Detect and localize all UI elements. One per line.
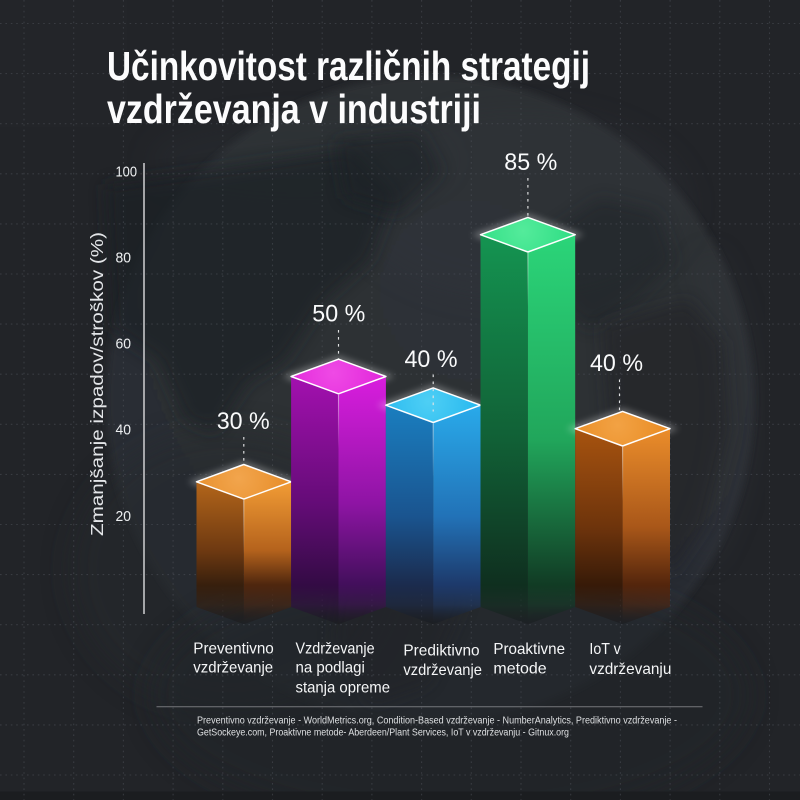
svg-text:40: 40 xyxy=(116,422,132,439)
svg-text:Preventivno vzdrževanje - Worl: Preventivno vzdrževanje - WorldMetrics.o… xyxy=(197,715,677,726)
svg-text:30 %: 30 % xyxy=(217,408,270,435)
svg-text:Preventivno: Preventivno xyxy=(193,641,274,658)
svg-text:stanja opreme: stanja opreme xyxy=(296,680,391,697)
svg-text:Zmanjšanje izpadov/stroškov (%: Zmanjšanje izpadov/stroškov (%) xyxy=(87,232,107,536)
svg-text:vzdrževanje: vzdrževanje xyxy=(403,662,482,679)
svg-text:vzdrževanju: vzdrževanju xyxy=(589,661,671,678)
svg-text:40 %: 40 % xyxy=(590,350,643,377)
svg-text:Proaktivne: Proaktivne xyxy=(493,641,565,658)
svg-text:Učinkovitost različnih strateg: Učinkovitost različnih strategij xyxy=(107,43,590,89)
svg-text:20: 20 xyxy=(116,508,132,525)
svg-text:IoT v: IoT v xyxy=(589,641,620,658)
svg-text:Vzdrževanje: Vzdrževanje xyxy=(296,641,375,658)
svg-text:vzdrževanja v industriji: vzdrževanja v industriji xyxy=(107,86,481,132)
svg-text:GetSockeye.com, Proaktivne met: GetSockeye.com, Proaktivne metode- Aberd… xyxy=(197,728,569,739)
svg-text:80: 80 xyxy=(116,250,132,267)
svg-text:vzdrževanje: vzdrževanje xyxy=(193,660,273,677)
svg-text:100: 100 xyxy=(116,163,138,180)
svg-text:40 %: 40 % xyxy=(405,346,458,373)
svg-text:60: 60 xyxy=(116,336,132,353)
svg-text:Prediktivno: Prediktivno xyxy=(403,643,479,660)
svg-text:na podlagi: na podlagi xyxy=(296,660,365,677)
svg-text:metode: metode xyxy=(493,660,546,677)
svg-text:50 %: 50 % xyxy=(312,301,365,328)
svg-text:85 %: 85 % xyxy=(504,149,557,176)
